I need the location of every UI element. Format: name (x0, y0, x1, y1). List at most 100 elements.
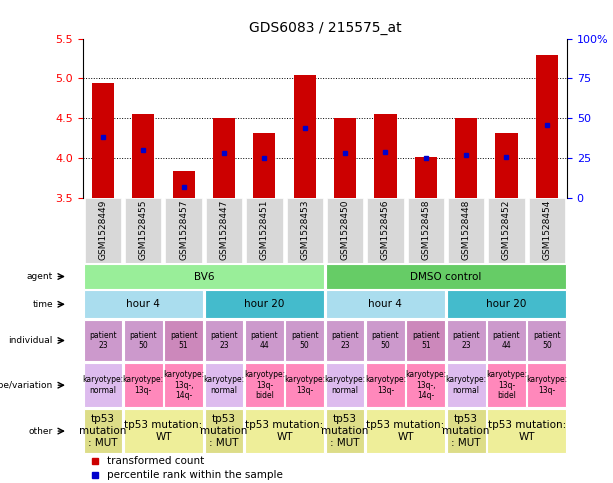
FancyBboxPatch shape (245, 320, 284, 361)
Bar (334, 117, 356, 198)
Text: patient
50: patient 50 (291, 331, 319, 350)
Text: patient
50: patient 50 (533, 331, 561, 350)
FancyBboxPatch shape (246, 198, 283, 263)
Text: hour 4: hour 4 (368, 299, 402, 309)
Text: karyotype:
13q-,
14q-: karyotype: 13q-, 14q- (405, 370, 446, 400)
FancyBboxPatch shape (326, 320, 365, 361)
Text: patient
23: patient 23 (331, 331, 359, 350)
Text: karyotype:
normal: karyotype: normal (82, 375, 123, 395)
Text: tp53
mutation
: MUT: tp53 mutation : MUT (321, 414, 369, 448)
FancyBboxPatch shape (83, 290, 203, 318)
Text: tp53 mutation:
WT: tp53 mutation: WT (367, 420, 444, 442)
Text: GSM1528456: GSM1528456 (381, 200, 390, 260)
Text: hour 20: hour 20 (486, 299, 527, 309)
FancyBboxPatch shape (166, 198, 202, 263)
FancyBboxPatch shape (206, 198, 242, 263)
Bar (294, 74, 316, 198)
Text: GSM1528447: GSM1528447 (219, 200, 229, 260)
Text: patient
23: patient 23 (89, 331, 116, 350)
Text: transformed count: transformed count (107, 455, 204, 466)
FancyBboxPatch shape (367, 198, 403, 263)
Text: karyotype:
normal: karyotype: normal (204, 375, 245, 395)
FancyBboxPatch shape (205, 363, 243, 407)
Text: karyotype:
13q-
bidel: karyotype: 13q- bidel (486, 370, 527, 400)
Text: tp53 mutation:
WT: tp53 mutation: WT (245, 420, 324, 442)
FancyBboxPatch shape (205, 320, 243, 361)
Text: GSM1528449: GSM1528449 (99, 200, 107, 260)
Text: individual: individual (9, 336, 53, 345)
Text: karyotype:
normal: karyotype: normal (324, 375, 365, 395)
Text: tp53 mutation:
WT: tp53 mutation: WT (124, 420, 202, 442)
Text: patient
23: patient 23 (452, 331, 480, 350)
FancyBboxPatch shape (326, 264, 566, 289)
Bar (172, 171, 195, 198)
FancyBboxPatch shape (447, 290, 566, 318)
FancyBboxPatch shape (205, 409, 243, 453)
Text: karyotype:
13q-,
14q-: karyotype: 13q-, 14q- (163, 370, 204, 400)
Text: patient
51: patient 51 (412, 331, 440, 350)
FancyBboxPatch shape (326, 290, 445, 318)
FancyBboxPatch shape (85, 198, 121, 263)
Text: hour 4: hour 4 (126, 299, 160, 309)
FancyBboxPatch shape (406, 320, 445, 361)
Text: GSM1528448: GSM1528448 (462, 200, 471, 260)
FancyBboxPatch shape (487, 320, 526, 361)
Text: GSM1528458: GSM1528458 (421, 200, 430, 260)
FancyBboxPatch shape (83, 409, 123, 453)
Text: tp53
mutation
: MUT: tp53 mutation : MUT (200, 414, 248, 448)
FancyBboxPatch shape (366, 409, 445, 453)
FancyBboxPatch shape (286, 198, 323, 263)
Text: DMSO control: DMSO control (410, 271, 482, 282)
Text: GSM1528452: GSM1528452 (502, 200, 511, 260)
Title: GDS6083 / 215575_at: GDS6083 / 215575_at (249, 21, 401, 35)
Bar (536, 56, 558, 198)
FancyBboxPatch shape (83, 320, 123, 361)
Bar (253, 133, 275, 198)
Text: genotype/variation: genotype/variation (0, 381, 53, 390)
FancyBboxPatch shape (527, 363, 566, 407)
Text: patient
50: patient 50 (129, 331, 157, 350)
Text: GSM1528455: GSM1528455 (139, 200, 148, 260)
Bar (495, 133, 517, 198)
FancyBboxPatch shape (83, 363, 123, 407)
Text: karyotype:
13q-: karyotype: 13q- (365, 375, 406, 395)
Text: percentile rank within the sample: percentile rank within the sample (107, 470, 283, 480)
Text: tp53
mutation
: MUT: tp53 mutation : MUT (443, 414, 490, 448)
Text: karyotype:
13q-: karyotype: 13q- (527, 375, 568, 395)
FancyBboxPatch shape (205, 290, 324, 318)
FancyBboxPatch shape (527, 320, 566, 361)
Text: GSM1528453: GSM1528453 (300, 200, 309, 260)
Text: patient
50: patient 50 (371, 331, 399, 350)
Text: tp53 mutation:
WT: tp53 mutation: WT (487, 420, 566, 442)
FancyBboxPatch shape (327, 198, 364, 263)
FancyBboxPatch shape (124, 409, 203, 453)
FancyBboxPatch shape (83, 264, 324, 289)
FancyBboxPatch shape (447, 320, 485, 361)
Bar (414, 157, 437, 198)
Text: GSM1528451: GSM1528451 (260, 200, 269, 260)
FancyBboxPatch shape (124, 363, 162, 407)
Bar (92, 83, 114, 198)
FancyBboxPatch shape (285, 320, 324, 361)
FancyBboxPatch shape (285, 363, 324, 407)
FancyBboxPatch shape (366, 320, 405, 361)
FancyBboxPatch shape (124, 320, 162, 361)
FancyBboxPatch shape (448, 198, 484, 263)
FancyBboxPatch shape (164, 320, 203, 361)
Text: hour 20: hour 20 (244, 299, 284, 309)
Text: patient
44: patient 44 (251, 331, 278, 350)
Text: patient
44: patient 44 (493, 331, 520, 350)
Bar (213, 117, 235, 198)
FancyBboxPatch shape (487, 409, 566, 453)
FancyBboxPatch shape (366, 363, 405, 407)
FancyBboxPatch shape (408, 198, 444, 263)
Text: other: other (29, 426, 53, 436)
Text: GSM1528457: GSM1528457 (179, 200, 188, 260)
Text: karyotype:
13q-: karyotype: 13q- (284, 375, 326, 395)
Text: karyotype:
13q-: karyotype: 13q- (123, 375, 164, 395)
Text: patient
51: patient 51 (170, 331, 197, 350)
Text: karyotype:
normal: karyotype: normal (446, 375, 487, 395)
Text: agent: agent (27, 272, 53, 281)
FancyBboxPatch shape (326, 363, 365, 407)
Text: tp53
mutation
: MUT: tp53 mutation : MUT (79, 414, 127, 448)
